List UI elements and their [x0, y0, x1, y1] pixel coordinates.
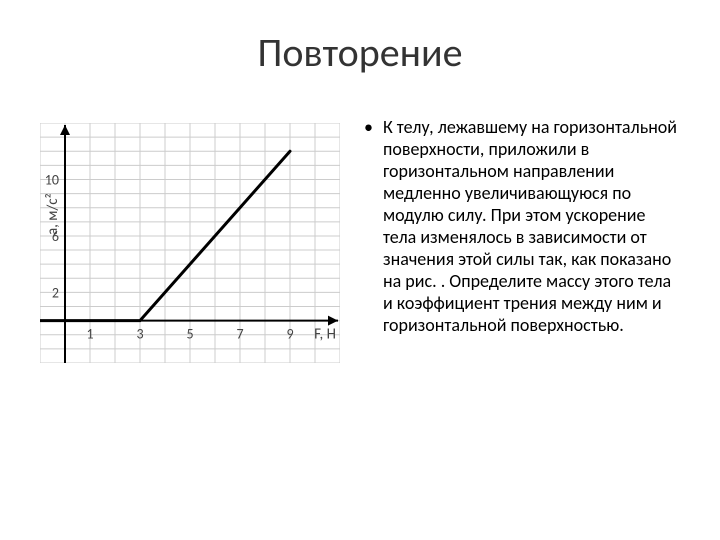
svg-text:a, м/с²: a, м/с²	[44, 193, 62, 235]
svg-text:10: 10	[45, 171, 59, 188]
content-row: 135792610F, Нa, м/с² • К телу, лежавшему…	[40, 117, 680, 363]
svg-text:9: 9	[286, 326, 293, 343]
svg-text:5: 5	[186, 326, 193, 343]
svg-text:F, Н: F, Н	[314, 326, 336, 344]
text-column: • К телу, лежавшему на горизонтальной по…	[356, 117, 680, 363]
chart-column: 135792610F, Нa, м/с²	[40, 117, 340, 363]
svg-text:1: 1	[86, 326, 93, 343]
bullet-item: • К телу, лежавшему на горизонтальной по…	[364, 117, 680, 337]
svg-text:3: 3	[136, 326, 143, 343]
acceleration-vs-force-chart: 135792610F, Нa, м/с²	[40, 123, 340, 363]
slide: Повторение 135792610F, Нa, м/с² • К телу…	[0, 0, 720, 540]
body-text: К телу, лежавшему на горизонтальной пове…	[383, 117, 680, 337]
bullet-icon: •	[364, 117, 373, 337]
svg-text:2: 2	[52, 284, 59, 301]
chart-container: 135792610F, Нa, м/с²	[40, 123, 340, 363]
svg-text:7: 7	[236, 326, 243, 343]
page-title: Повторение	[40, 28, 680, 77]
